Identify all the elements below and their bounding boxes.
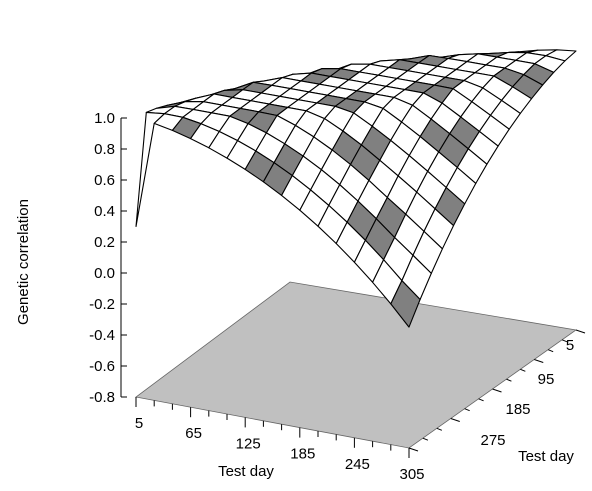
- y-tick-label: 185: [505, 401, 530, 418]
- z-tick-label: 0.8: [94, 141, 115, 158]
- z-tick-label: 0.6: [94, 172, 115, 189]
- y-minor-tick: [520, 368, 526, 372]
- surface-group: [135, 49, 577, 328]
- z-tick-label: -0.6: [89, 358, 115, 375]
- y-minor-tick: [561, 339, 568, 343]
- z-tick-label: -0.8: [89, 389, 115, 406]
- floor-plane: [135, 281, 578, 449]
- axes-group: 1.0 0.8 0.6 0.4 0.2 0.0 -0.2 -0.4 -0.6 -0.8 5 65 125…: [89, 110, 586, 483]
- x-tick-label: 125: [236, 435, 261, 452]
- y-minor-tick: [478, 398, 484, 402]
- z-tick-label: -0.4: [89, 327, 115, 344]
- y-minor-tick: [422, 437, 429, 441]
- surface-cell: [390, 280, 421, 328]
- y-minor-tick: [506, 378, 512, 382]
- y-tick-mark: [408, 447, 419, 452]
- y-axis-title: Test day: [518, 448, 574, 465]
- z-tick-label: 0.2: [94, 234, 115, 251]
- y-tick-mark: [492, 388, 502, 393]
- floor-plane-group: [135, 281, 578, 449]
- z-tick-label: 0.0: [94, 265, 115, 282]
- y-tick-label: 95: [538, 371, 555, 388]
- x-tick-label: 65: [185, 425, 202, 442]
- z-axis-title: Genetic correlation: [15, 199, 32, 325]
- y-minor-tick: [436, 427, 443, 431]
- y-tick-mark: [534, 359, 544, 363]
- z-tick-label: 0.4: [94, 203, 115, 220]
- z-tick-label: 1.0: [94, 110, 115, 127]
- y-tick-mark: [450, 418, 460, 422]
- z-tick-label: -0.2: [89, 296, 115, 313]
- x-tick-label: 245: [345, 456, 370, 473]
- x-axis-title: Test day: [218, 463, 274, 480]
- y-minor-tick: [464, 408, 470, 412]
- x-tick-label: 5: [135, 415, 143, 432]
- surface-cell: [135, 111, 166, 228]
- y-tick-mark: [575, 329, 586, 334]
- y-tick-label: 275: [480, 432, 505, 449]
- x-tick-label: 305: [399, 466, 424, 483]
- y-minor-tick: [547, 349, 554, 353]
- y-tick-label: 5: [566, 337, 574, 354]
- x-tick-label: 185: [290, 446, 315, 463]
